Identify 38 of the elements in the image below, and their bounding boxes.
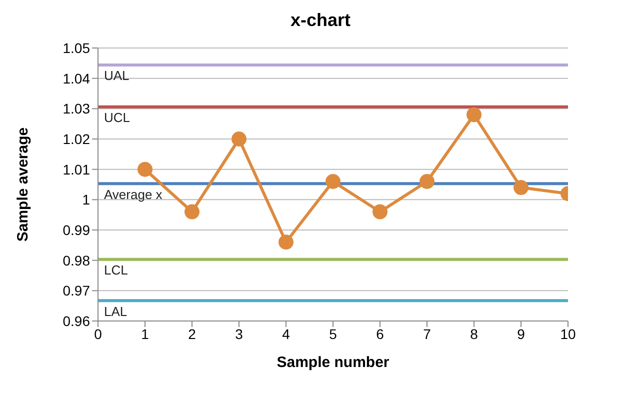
point	[138, 162, 152, 177]
y-tick-label: 1	[82, 192, 90, 208]
y-tick-label: 1.04	[62, 70, 90, 86]
ref-line-label: LAL	[104, 304, 128, 319]
y-tick-label: 1.05	[62, 40, 90, 56]
x-tick-label: 8	[470, 326, 478, 342]
y-tick-label: 0.99	[62, 222, 90, 238]
point	[278, 234, 294, 250]
y-tick-label: 0.98	[62, 252, 90, 268]
x-tick-label: 7	[423, 326, 432, 342]
x-tick-label: 3	[235, 326, 244, 342]
x-tick-label: 5	[329, 326, 338, 342]
ref-line-label: LCL	[104, 262, 128, 278]
x-axis-title: Sample number	[276, 354, 390, 371]
ref-line-label: UAL	[104, 68, 130, 84]
point	[420, 174, 434, 189]
x-tick-label: 1	[141, 326, 150, 342]
x-tick-label: 10	[560, 326, 576, 342]
y-tick-label: 0.96	[62, 312, 90, 329]
ref-line-label: UCL	[104, 110, 130, 126]
y-axis-title: Sample average	[14, 127, 32, 242]
point	[372, 204, 388, 220]
point	[466, 107, 482, 122]
point	[514, 180, 528, 196]
y-tick-label: 1.02	[62, 130, 90, 147]
y-tick-label: 1.03	[62, 100, 90, 117]
point	[232, 132, 246, 146]
y-tick-label: 0.97	[62, 282, 90, 299]
point	[326, 174, 340, 189]
chart-title: x-chart	[289, 10, 352, 32]
y-tick-label: 1.01	[62, 161, 90, 178]
ref-line-label: Average x	[104, 186, 163, 202]
x-tick-label: 6	[376, 326, 384, 342]
x-tick-label: 9	[517, 326, 526, 342]
point	[184, 204, 200, 220]
x-tick-label: 4	[282, 326, 290, 342]
x-tick-label: 2	[188, 326, 196, 342]
x-tick-label: 0	[94, 326, 102, 342]
